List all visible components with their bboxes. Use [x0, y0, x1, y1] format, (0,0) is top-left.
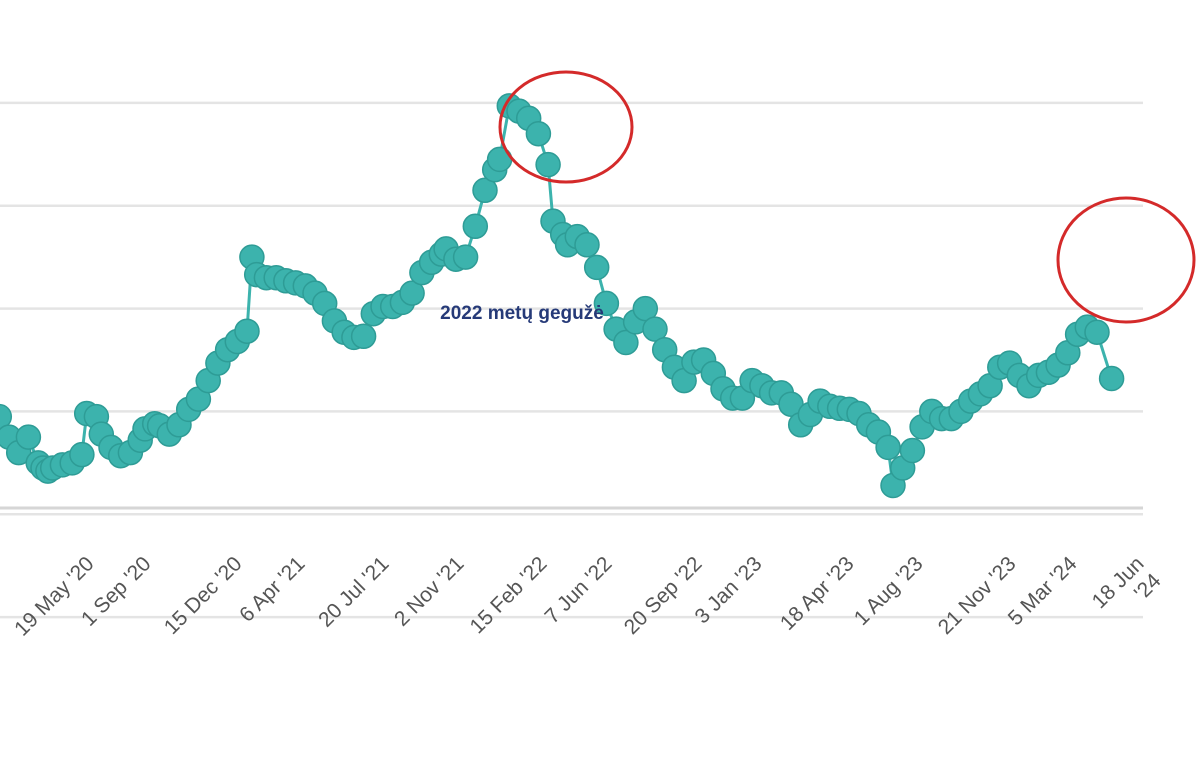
grid-lines [0, 101, 1143, 619]
highlight-circle [498, 70, 634, 184]
data-point [574, 232, 600, 258]
data-point [1098, 365, 1125, 392]
data-point [899, 437, 926, 464]
x-tick-label: 6 Apr '21 [235, 552, 309, 626]
x-tick-label: 18 Apr '23 [776, 552, 859, 635]
data-point [593, 290, 620, 317]
x-tick-label: 2 Nov '21 [390, 552, 469, 631]
x-tick-label: 20 Jul '21 [314, 552, 393, 631]
data-point [69, 441, 95, 468]
data-point [613, 329, 639, 356]
annotation-label: 2022 metų gegužė [440, 303, 604, 324]
data-point [583, 254, 610, 281]
data-point [0, 403, 13, 430]
x-axis-tick-labels: 19 May '201 Sep '20 15 Dec '206 Apr '21 20… [10, 552, 1166, 641]
data-point [525, 120, 552, 147]
data-point [350, 323, 377, 350]
highlight-circle [1056, 196, 1196, 324]
x-tick-label: 20 Sep '22 [620, 552, 707, 639]
data-point [1084, 319, 1110, 345]
data-point [875, 434, 901, 461]
data-point [642, 316, 668, 342]
data-point [399, 280, 425, 306]
data-points [0, 93, 1125, 499]
data-point [234, 318, 260, 344]
data-point [472, 177, 498, 204]
data-point [462, 213, 489, 240]
data-point [15, 424, 42, 450]
data-point [632, 295, 659, 322]
x-tick-label: 21 Nov '23 [934, 552, 1021, 639]
x-tick-label: 19 May '20 [10, 552, 98, 640]
highlight-circles [498, 70, 1196, 324]
x-tick-label: 15 Dec '20 [160, 552, 247, 639]
x-tick-label: 15 Feb '22 [466, 552, 552, 638]
data-point [452, 244, 479, 270]
data-point [535, 151, 561, 178]
